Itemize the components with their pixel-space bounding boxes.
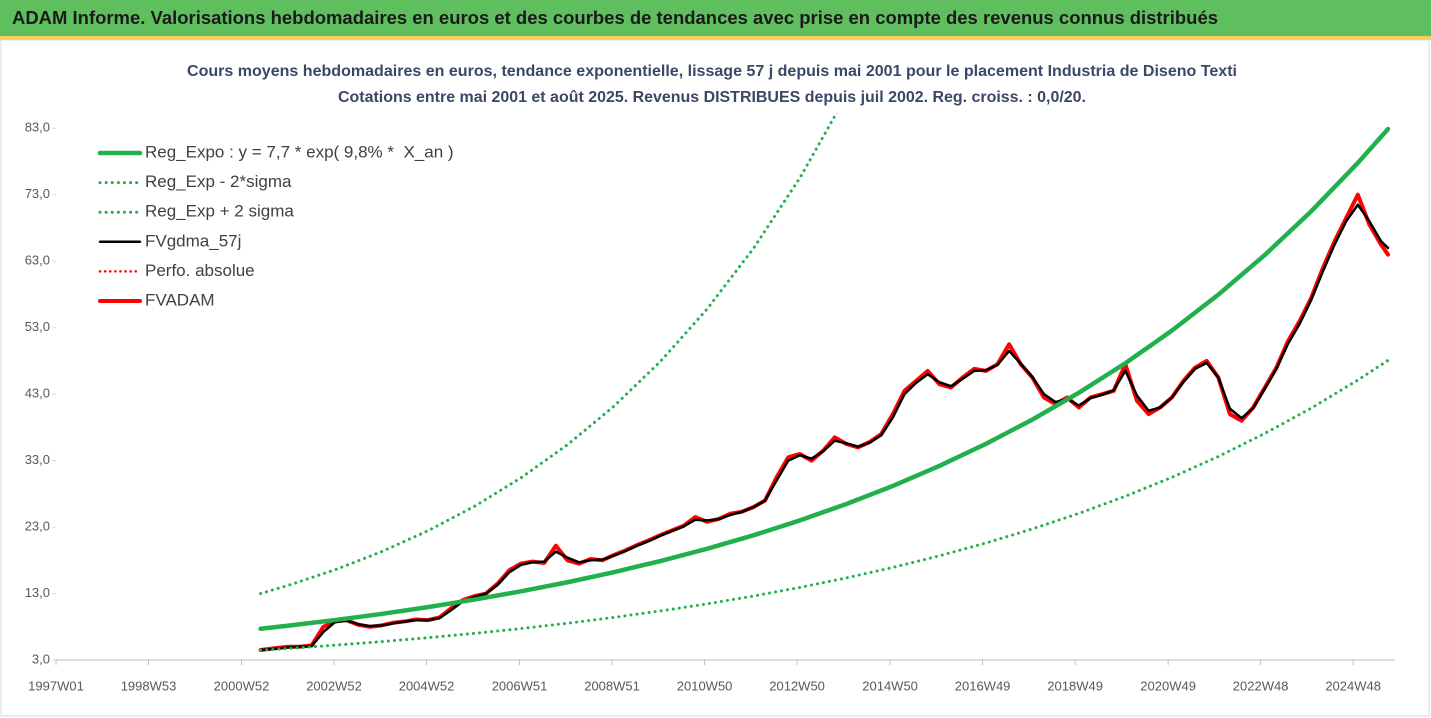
y-tick-label: 3,0 bbox=[32, 651, 50, 666]
series-line bbox=[259, 193, 1390, 652]
x-tick-label: 2010W50 bbox=[677, 678, 733, 693]
legend-label: FVADAM bbox=[145, 290, 215, 309]
y-tick-label: 83,0 bbox=[25, 120, 50, 135]
x-tick-label: 2012W50 bbox=[769, 678, 825, 693]
chart-subtitle: Cours moyens hebdomadaires en euros, ten… bbox=[187, 63, 1237, 80]
legend: Reg_Expo : y = 7,7 * exp( 9,8% * X_an ) R… bbox=[97, 142, 454, 309]
legend-label: Perfo. absolue bbox=[145, 261, 255, 280]
series-line bbox=[258, 126, 1391, 632]
x-tick-label: 2006W51 bbox=[492, 678, 548, 693]
x-tick-label: 2016W49 bbox=[955, 678, 1011, 693]
legend-label: Reg_Exp + 2 sigma bbox=[145, 202, 294, 221]
y-tick-label: 63,0 bbox=[25, 253, 50, 268]
plot-area bbox=[258, 113, 1391, 653]
y-tick-label: 13,0 bbox=[25, 585, 50, 600]
chart-subtitle: Cotations entre mai 2001 et août 2025. R… bbox=[338, 89, 1086, 106]
x-tick-label: 2018W49 bbox=[1047, 678, 1103, 693]
banner-border bbox=[0, 36, 1431, 40]
x-tick-label: 2008W51 bbox=[584, 678, 640, 693]
x-tick-label: 1997W01 bbox=[28, 678, 84, 693]
legend-label: FVgdma_57j bbox=[145, 231, 241, 250]
y-tick-label: 53,0 bbox=[25, 319, 50, 334]
y-tick-label: 23,0 bbox=[25, 519, 50, 534]
x-tick-label: 2022W48 bbox=[1233, 678, 1289, 693]
banner bbox=[0, 0, 1431, 36]
x-tick-label: 2020W49 bbox=[1140, 678, 1196, 693]
x-tick-label: 2024W48 bbox=[1325, 678, 1381, 693]
chart-frame bbox=[0, 39, 1430, 717]
chart-title: ADAM Informe. Valorisations hebdomadaire… bbox=[12, 8, 1218, 28]
x-tick-label: 2004W52 bbox=[399, 678, 455, 693]
x-tick-label: 2002W52 bbox=[306, 678, 362, 693]
y-tick-label: 43,0 bbox=[25, 386, 50, 401]
series-line bbox=[259, 358, 1390, 652]
x-tick-label: 1998W53 bbox=[121, 678, 177, 693]
legend-label: Reg_Exp - 2*sigma bbox=[145, 172, 292, 191]
x-tick-label: 2014W50 bbox=[862, 678, 918, 693]
series-line bbox=[259, 203, 1390, 652]
legend-label: Reg_Expo : y = 7,7 * exp( 9,8% * X_an ) bbox=[145, 142, 454, 161]
series-line bbox=[259, 113, 839, 596]
x-tick-label: 2000W52 bbox=[214, 678, 270, 693]
y-tick-label: 33,0 bbox=[25, 452, 50, 467]
y-tick-label: 73,0 bbox=[25, 186, 50, 201]
